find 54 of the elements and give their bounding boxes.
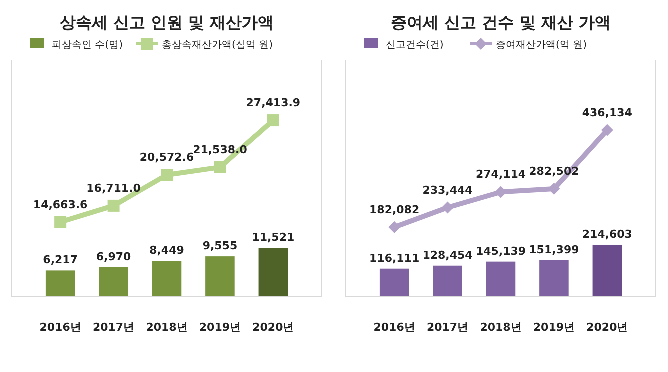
bar bbox=[486, 262, 516, 297]
data-label: 233,444 bbox=[422, 184, 474, 197]
x-tick-label: 2020년 bbox=[586, 321, 628, 334]
x-tick-label: 2020년 bbox=[252, 321, 294, 334]
bar bbox=[540, 260, 569, 297]
data-label: 274,114 bbox=[476, 168, 526, 182]
point bbox=[601, 124, 614, 136]
legend-label: 피상속인 수(명) bbox=[52, 40, 124, 51]
data-label: 11,521 bbox=[252, 231, 295, 244]
data-label: 436,134 bbox=[582, 106, 633, 120]
data-label: 27,413.9 bbox=[246, 96, 301, 110]
point bbox=[388, 221, 401, 234]
x-tick-label: 2016년 bbox=[40, 321, 82, 334]
legend-label: 증여재산가액(억 원) bbox=[496, 40, 588, 51]
bar bbox=[46, 270, 76, 297]
chart-title: 증여세 신고 건수 및 재산 가액 bbox=[391, 13, 611, 32]
bar bbox=[99, 268, 128, 297]
point bbox=[54, 216, 67, 228]
point bbox=[214, 161, 226, 174]
x-tick-label: 2016년 bbox=[374, 321, 416, 334]
data-label: 8,449 bbox=[150, 244, 184, 258]
data-label: 282,502 bbox=[529, 165, 580, 178]
data-label: 182,082 bbox=[370, 203, 420, 216]
data-label: 14,663.6 bbox=[33, 198, 88, 212]
data-label: 6,970 bbox=[96, 250, 132, 264]
legend-label: 신고건수(건) bbox=[386, 40, 444, 51]
x-tick-label: 2019년 bbox=[199, 321, 242, 334]
data-label: 6,217 bbox=[43, 254, 78, 267]
data-label: 21,538.0 bbox=[193, 143, 248, 156]
bar bbox=[152, 261, 182, 297]
bar bbox=[433, 266, 462, 297]
point bbox=[108, 200, 120, 212]
data-label: 16,711.0 bbox=[86, 182, 142, 195]
point bbox=[161, 169, 173, 182]
x-tick-label: 2017년 bbox=[92, 321, 135, 334]
bar bbox=[206, 256, 235, 297]
data-label: 128,454 bbox=[422, 248, 474, 262]
bar bbox=[258, 248, 288, 297]
data-label: 9,555 bbox=[202, 240, 238, 253]
data-label: 214,603 bbox=[582, 228, 632, 241]
bar bbox=[380, 268, 410, 297]
chart-title: 상속세 신고 인원 및 재산가액 bbox=[60, 13, 274, 32]
data-label: 20,572.6 bbox=[140, 151, 194, 164]
point bbox=[267, 114, 280, 127]
bar bbox=[592, 244, 622, 297]
x-tick-label: 2018년 bbox=[146, 321, 188, 334]
x-tick-label: 2019년 bbox=[533, 321, 576, 334]
point bbox=[442, 202, 454, 214]
x-tick-label: 2017년 bbox=[426, 321, 469, 334]
legend-label: 총상속재산가액(십억 원) bbox=[162, 40, 274, 51]
data-label: 151,399 bbox=[529, 243, 580, 256]
data-label: 116,111 bbox=[370, 252, 420, 265]
data-label: 145,139 bbox=[476, 244, 526, 258]
x-tick-label: 2018년 bbox=[480, 321, 522, 334]
